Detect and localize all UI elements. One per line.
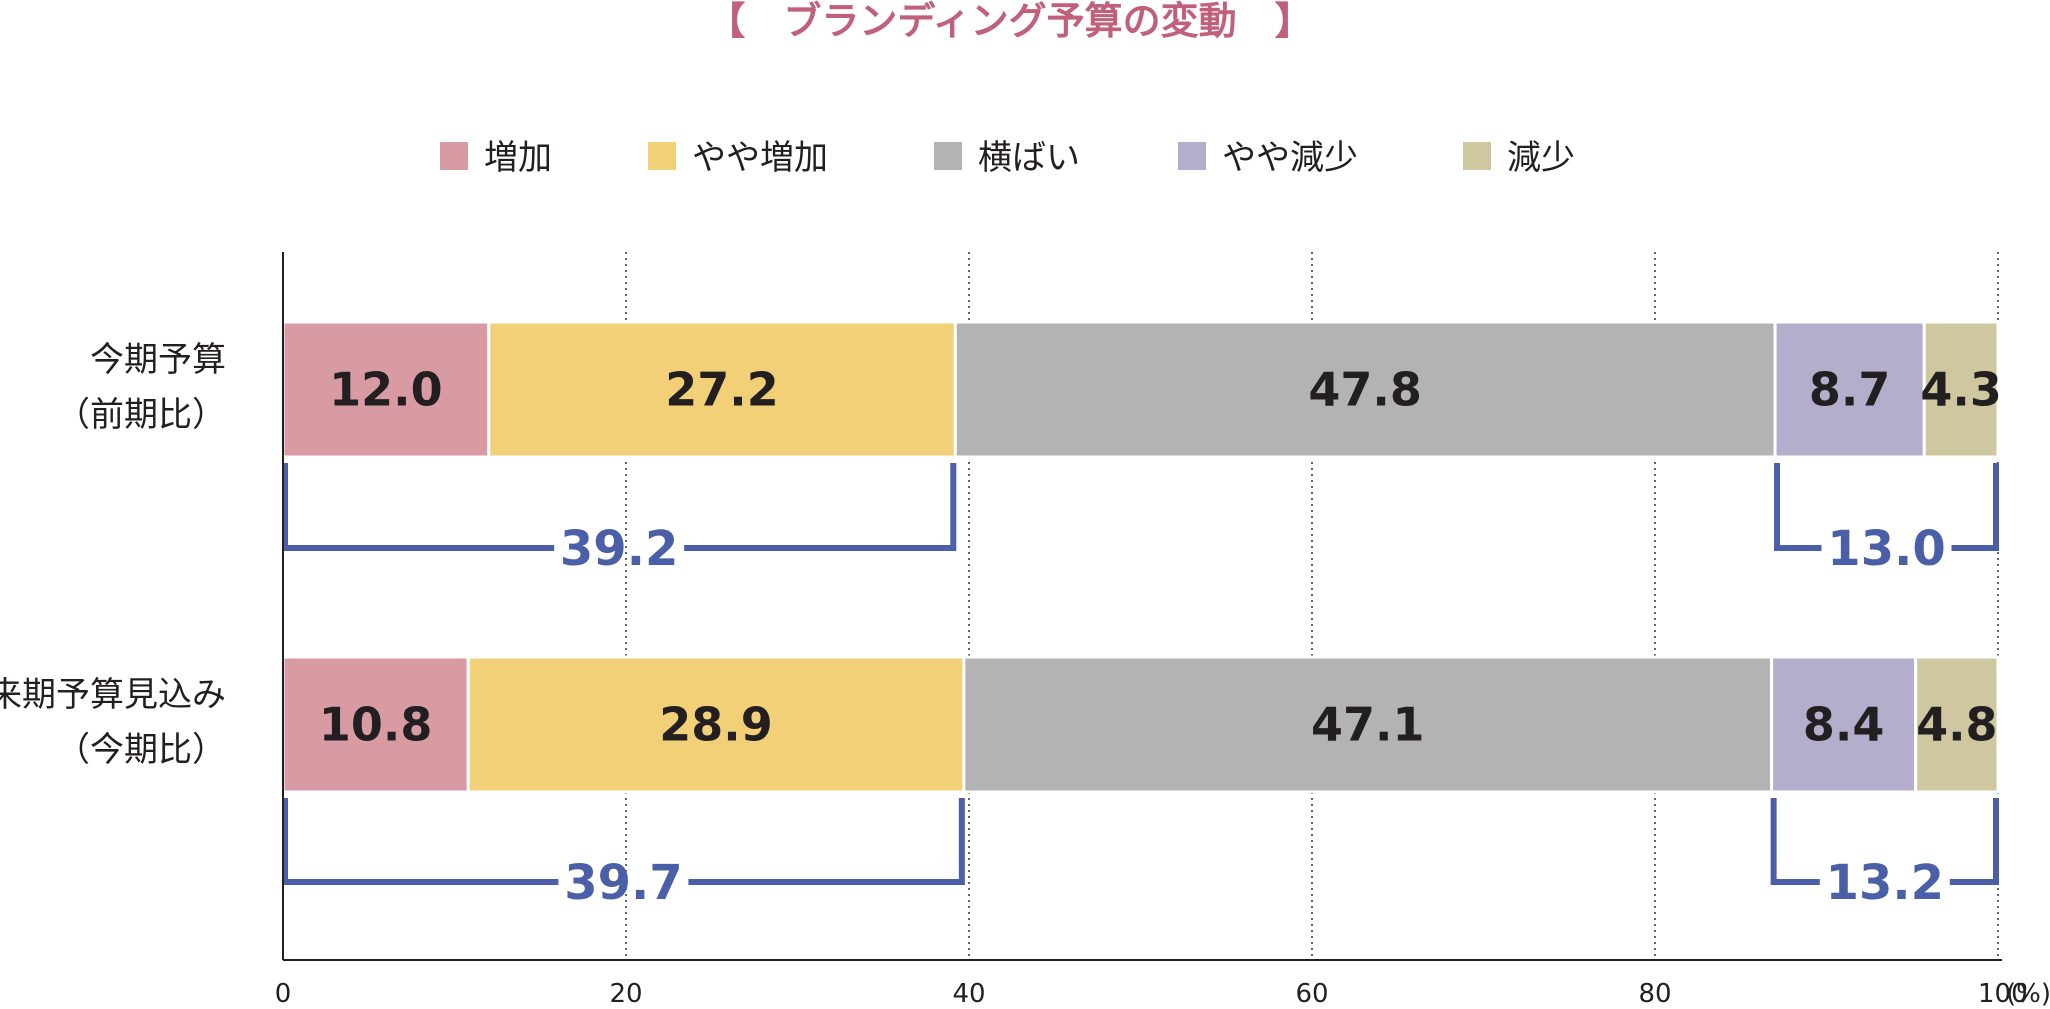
legend-swatch [1178, 142, 1206, 170]
bars: 12.0 27.2 47.8 8.7 4.3 10.8 28.9 47.1 8.4 4.8 [281, 320, 2002, 794]
data-label: 8.4 [1803, 698, 1885, 752]
bracket [1774, 463, 1999, 551]
data-label: 47.1 [1311, 698, 1425, 752]
bracket-total-label: 13.2 [1826, 855, 1944, 911]
data-label: 10.8 [319, 698, 433, 752]
x-axis-unit: (%) [2006, 979, 2050, 1009]
bracket [1770, 798, 1999, 885]
bar-segment [281, 320, 491, 459]
category-label: 今期予算 [90, 340, 226, 380]
data-label: 12.0 [329, 363, 443, 417]
x-tick-label: 100 [1978, 979, 2028, 1009]
data-label: 27.2 [665, 363, 779, 417]
bracket [282, 798, 965, 885]
bar-segment [953, 320, 1777, 459]
legend-swatch [648, 142, 676, 170]
x-tick-label: 0 [275, 979, 292, 1009]
data-label: 47.8 [1308, 363, 1422, 417]
bracket-total-label: 39.2 [560, 521, 678, 577]
axes: 0 20 40 60 80 100(%) [275, 252, 2050, 1009]
legend-label: 減少 [1507, 138, 1575, 178]
bracket [282, 463, 957, 551]
x-tick-label: 80 [1638, 979, 1671, 1009]
legend-label: やや増加 [692, 138, 828, 178]
bar-segment [1914, 655, 2000, 794]
data-label: 4.3 [1920, 363, 2002, 417]
legend-label: 横ばい [978, 138, 1080, 178]
chart-title: 【 ブランディング予算の変動 】 [707, 0, 1312, 43]
legend-swatch [934, 142, 962, 170]
data-label: 28.9 [659, 698, 773, 752]
category-sublabel: （前期比） [56, 395, 226, 435]
legend-swatch [1463, 142, 1491, 170]
data-label: 8.7 [1809, 363, 1891, 417]
legend-swatch [440, 142, 468, 170]
bracket-total-label: 39.7 [564, 855, 682, 911]
category-label: 来期予算見込み [0, 675, 226, 715]
group-total-brackets: 39.2 13.0 39.7 13.2 [282, 463, 1999, 911]
legend-label: やや減少 [1222, 138, 1358, 178]
legend: 増加 やや増加 横ばい やや減少 減少 [440, 138, 1575, 178]
bar-segment [962, 655, 1774, 794]
bracket-total-label: 13.0 [1827, 521, 1945, 577]
category-labels: 今期予算 （前期比） 来期予算見込み （今期比） [0, 340, 226, 770]
x-tick-label: 20 [609, 979, 642, 1009]
data-label: 4.8 [1916, 698, 1998, 752]
x-tick-label: 40 [952, 979, 985, 1009]
bar-segment [1770, 655, 1918, 794]
legend-label: 増加 [484, 138, 552, 178]
bar-segment [1922, 320, 2000, 459]
category-sublabel: （今期比） [56, 730, 226, 770]
bar-segment [281, 655, 470, 794]
bar-segment [466, 655, 966, 794]
bar-segment [1773, 320, 1926, 459]
x-tick-label: 60 [1295, 979, 1328, 1009]
